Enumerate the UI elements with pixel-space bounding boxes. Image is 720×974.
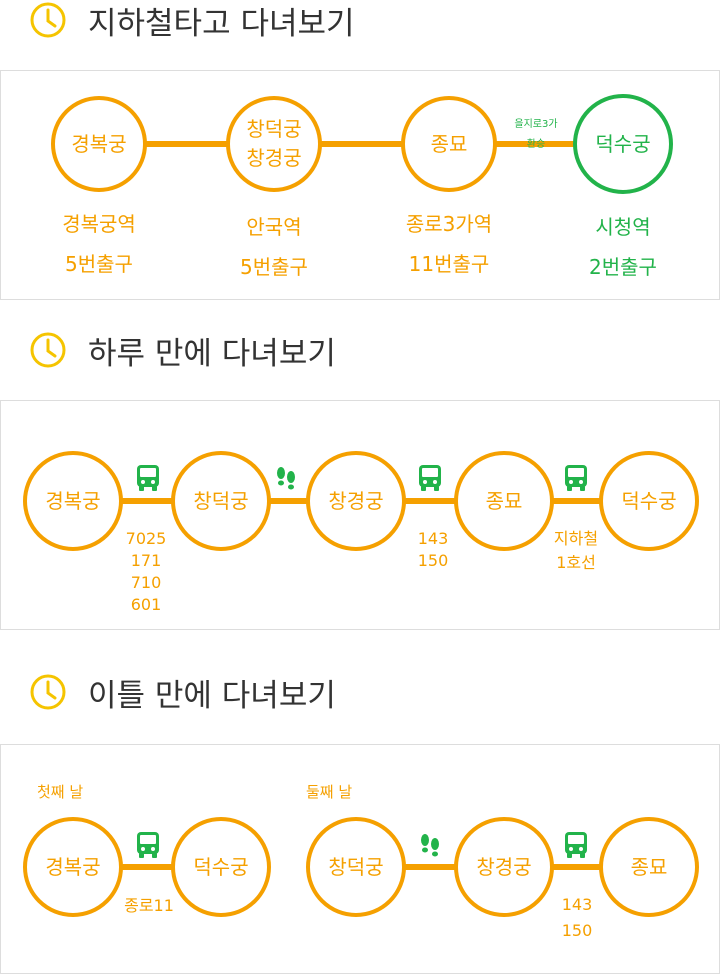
station-circle[interactable]: 덕수궁 — [573, 94, 673, 194]
station-circle[interactable]: 창덕궁 창경궁 — [226, 96, 322, 192]
transfer-note: 을지로3가 환승 — [514, 119, 558, 150]
footprints-icon — [277, 467, 295, 490]
stop-circle[interactable]: 덕수궁 — [171, 817, 271, 917]
route-line — [266, 498, 316, 504]
one-day-panel: 경복궁 창덕궁 창경궁 종묘 덕수궁 7025 171 710 601 — [0, 400, 720, 630]
route-numbers: 7025 171 710 601 — [125, 529, 167, 614]
station-name: 창경궁 — [246, 146, 302, 170]
bus-icon — [565, 832, 587, 858]
route-line — [546, 498, 606, 504]
route-line — [491, 141, 581, 147]
station-name: 창덕궁 — [246, 117, 302, 141]
day-label: 둘째 날 — [306, 783, 353, 801]
route-line — [121, 498, 181, 504]
stop-name: 창경궁 — [476, 854, 532, 879]
two-day-panel: 첫째 날 둘째 날 경복궁 덕수궁 창덕궁 창경궁 종묘 종로11 143 15… — [0, 744, 720, 974]
route-numbers: 143 150 — [417, 529, 449, 570]
section-title: 지하철타고 다녀보기 — [88, 5, 355, 42]
footprints-icon — [421, 834, 439, 857]
stop-name: 덕수궁 — [193, 854, 249, 879]
stop-circle[interactable]: 경복궁 — [23, 817, 123, 917]
exit-label: 시청역 2번출구 — [589, 215, 657, 279]
clock-icon — [30, 332, 66, 368]
stop-name: 종묘 — [630, 854, 668, 879]
section-heading-subway: 지하철타고 다녀보기 — [28, 0, 355, 42]
clock-icon — [30, 674, 66, 710]
route-line — [321, 141, 411, 147]
stop-circle[interactable]: 종묘 — [454, 451, 554, 551]
stop-circle[interactable]: 창덕궁 — [171, 451, 271, 551]
day-label: 첫째 날 — [37, 783, 84, 801]
section-title: 하루 만에 다녀보기 — [88, 335, 336, 372]
stop-name: 덕수궁 — [621, 488, 677, 513]
stop-circle[interactable]: 창경궁 — [306, 451, 406, 551]
bus-icon — [137, 465, 159, 491]
stop-name: 경복궁 — [45, 488, 101, 513]
route-line — [546, 864, 606, 870]
bus-icon — [419, 465, 441, 491]
stop-name: 창덕궁 — [193, 488, 249, 513]
section-heading-one-day: 하루 만에 다녀보기 — [28, 330, 336, 372]
route-line — [121, 864, 181, 870]
section-heading-two-day: 이틀 만에 다녀보기 — [28, 672, 336, 714]
station-name: 덕수궁 — [595, 131, 651, 156]
clock-icon — [30, 2, 66, 38]
route-line — [401, 864, 461, 870]
route-numbers: 종로11 — [124, 896, 174, 915]
bus-icon — [565, 465, 587, 491]
route-line — [401, 498, 461, 504]
stop-name: 경복궁 — [45, 854, 101, 879]
stop-circle[interactable]: 창덕궁 — [306, 817, 406, 917]
subway-panel: 경복궁 창덕궁 창경궁 종묘 덕수궁 을지로3가 환승 경복궁역 5번출구 안국… — [0, 70, 720, 300]
stop-name: 종묘 — [485, 488, 523, 513]
route-line — [141, 141, 241, 147]
station-name: 종묘 — [430, 131, 468, 156]
section-title: 이틀 만에 다녀보기 — [88, 677, 336, 714]
route-numbers: 지하철 1호선 — [553, 529, 599, 572]
station-name: 경복궁 — [71, 131, 127, 156]
stop-circle[interactable]: 종묘 — [599, 817, 699, 917]
route-numbers: 143 150 — [561, 895, 593, 940]
station-circle[interactable]: 경복궁 — [51, 96, 147, 192]
stop-circle[interactable]: 덕수궁 — [599, 451, 699, 551]
stop-circle[interactable]: 경복궁 — [23, 451, 123, 551]
exit-label: 안국역 5번출구 — [240, 215, 308, 279]
stop-circle[interactable]: 창경궁 — [454, 817, 554, 917]
exit-label: 경복궁역 5번출구 — [62, 212, 136, 276]
exit-label: 종로3가역 11번출구 — [405, 212, 493, 276]
bus-icon — [137, 832, 159, 858]
stop-name: 창경궁 — [328, 488, 384, 513]
station-circle[interactable]: 종묘 — [401, 96, 497, 192]
stop-name: 창덕궁 — [328, 854, 384, 879]
